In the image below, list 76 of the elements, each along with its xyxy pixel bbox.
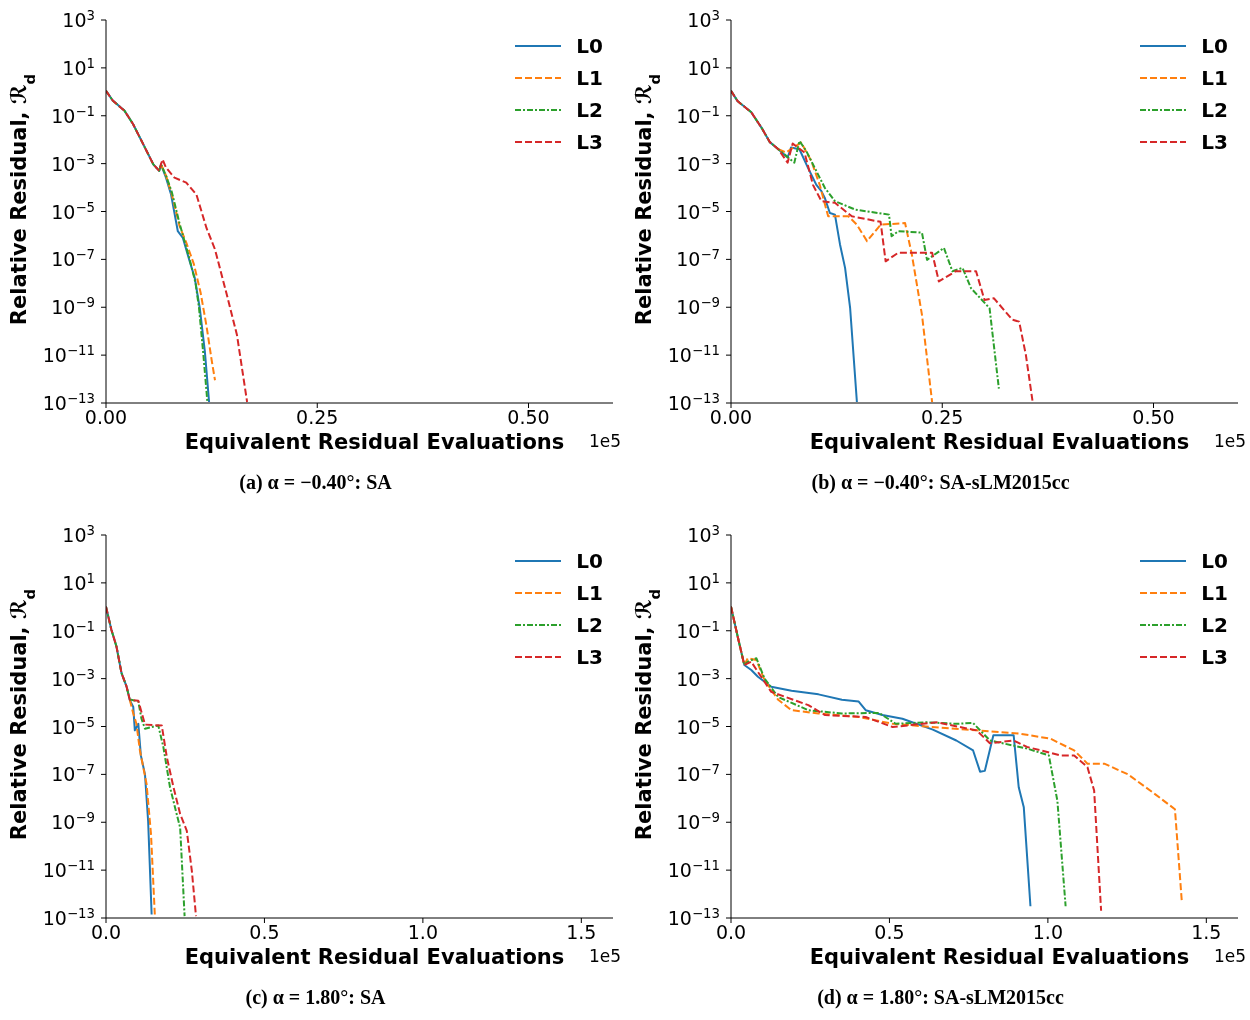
text: (c) α = 1.80°: SA bbox=[244, 986, 387, 1009]
y-tick-label: 10$^{−7}$ bbox=[51, 761, 95, 786]
y-tick-label: 10$^{−5}$ bbox=[51, 199, 95, 223]
x-tick-label: 1.5 bbox=[1191, 921, 1222, 943]
legend-label: L0 bbox=[1201, 34, 1228, 58]
legend-label: L1 bbox=[1201, 581, 1228, 605]
y-tick-label: 10$^{−7}$ bbox=[676, 761, 720, 786]
y-tick-label: 10$^{3}$ bbox=[687, 7, 720, 31]
x-axis-title: Equivalent Residual Evaluations bbox=[184, 430, 565, 454]
line-series bbox=[128, 698, 156, 916]
legend-label: L2 bbox=[1201, 613, 1228, 637]
y-tick-label: 10$^{1}$ bbox=[687, 55, 720, 79]
y-tick-label: 10$^{3}$ bbox=[687, 522, 720, 546]
y-tick-label: 10$^{−9}$ bbox=[51, 294, 95, 319]
legend-label: L2 bbox=[576, 613, 603, 637]
y-tick-label: 10$^{−5}$ bbox=[676, 199, 720, 223]
legend-label: L1 bbox=[576, 66, 603, 90]
line-series bbox=[777, 141, 934, 403]
text: 1e5 bbox=[588, 431, 621, 451]
y-tick-label: 10$^{−9}$ bbox=[676, 294, 720, 319]
y-tick-label: 10$^{−9}$ bbox=[51, 809, 95, 834]
y-tick-label: 10$^{−9}$ bbox=[676, 809, 720, 834]
legend-label: L0 bbox=[576, 549, 603, 573]
line-series bbox=[106, 89, 249, 403]
x-tick-label: 0.0 bbox=[90, 921, 122, 943]
y-tick-label: 10$^{3}$ bbox=[62, 522, 95, 546]
y-tick-label: 10$^{1}$ bbox=[62, 55, 95, 79]
y-tick-label: 10$^{−1}$ bbox=[676, 618, 720, 642]
x-tick-label: 0.5 bbox=[874, 921, 905, 943]
text: (a) α = −0.40°: SA bbox=[238, 471, 393, 494]
y-tick-label: 10$^{−3}$ bbox=[676, 666, 720, 690]
y-tick-label: 10$^{−1}$ bbox=[676, 103, 720, 127]
y-tick-label: 10$^{3}$ bbox=[62, 7, 95, 31]
text: (d) α = 1.80°: SA-sLM2015cc bbox=[816, 986, 1065, 1009]
y-tick-label: 10$^{1}$ bbox=[687, 570, 720, 594]
legend-label: L2 bbox=[1201, 98, 1228, 122]
x-tick-label: 0.0 bbox=[715, 921, 747, 943]
legend-label: L0 bbox=[1201, 549, 1228, 573]
legend-label: L3 bbox=[576, 645, 603, 669]
y-tick-label: 10$^{−1}$ bbox=[51, 618, 95, 642]
x-axis-title: Equivalent Residual Evaluations bbox=[809, 430, 1190, 454]
legend-label: L3 bbox=[576, 130, 603, 154]
x-tick-label: 0.25 bbox=[921, 406, 964, 428]
y-tick-label: 10$^{−11}$ bbox=[42, 342, 95, 367]
y-tick-label: 10$^{−5}$ bbox=[51, 714, 95, 738]
x-tick-label: 1.5 bbox=[566, 921, 597, 943]
y-tick-label: 10$^{−7}$ bbox=[51, 246, 95, 271]
text: 1e5 bbox=[1213, 946, 1246, 966]
legend-label: L2 bbox=[576, 98, 603, 122]
x-tick-label: 0.50 bbox=[507, 406, 550, 428]
x-axis-title: Equivalent Residual Evaluations bbox=[184, 945, 565, 969]
x-tick-label: 0.25 bbox=[296, 406, 339, 428]
legend-label: L1 bbox=[576, 581, 603, 605]
text: (b) α = −0.40°: SA-sLM2015cc bbox=[810, 471, 1071, 494]
y-tick-label: 10$^{−3}$ bbox=[676, 151, 720, 175]
x-tick-label: 1.0 bbox=[407, 921, 438, 943]
x-tick-label: 0.50 bbox=[1132, 406, 1175, 428]
legend-label: L3 bbox=[1201, 130, 1228, 154]
text: 1e5 bbox=[1213, 431, 1246, 451]
y-tick-label: 10$^{−11}$ bbox=[667, 342, 720, 367]
y-tick-label: 10$^{−7}$ bbox=[676, 246, 720, 271]
y-tick-label: 10$^{−3}$ bbox=[51, 666, 95, 690]
legend-label: L1 bbox=[1201, 66, 1228, 90]
legend-label: L0 bbox=[576, 34, 603, 58]
y-tick-label: 10$^{1}$ bbox=[62, 570, 95, 594]
line-series bbox=[159, 163, 217, 382]
legend-label: L3 bbox=[1201, 645, 1228, 669]
text: 1e5 bbox=[588, 946, 621, 966]
x-tick-label: 0.5 bbox=[249, 921, 280, 943]
x-tick-label: 1.0 bbox=[1032, 921, 1063, 943]
y-tick-label: 10$^{−3}$ bbox=[51, 151, 95, 175]
y-tick-label: 10$^{−5}$ bbox=[676, 714, 720, 738]
y-tick-label: 10$^{−11}$ bbox=[667, 857, 720, 882]
x-axis-title: Equivalent Residual Evaluations bbox=[809, 945, 1190, 969]
y-tick-label: 10$^{−1}$ bbox=[51, 103, 95, 127]
y-tick-label: 10$^{−11}$ bbox=[42, 857, 95, 882]
